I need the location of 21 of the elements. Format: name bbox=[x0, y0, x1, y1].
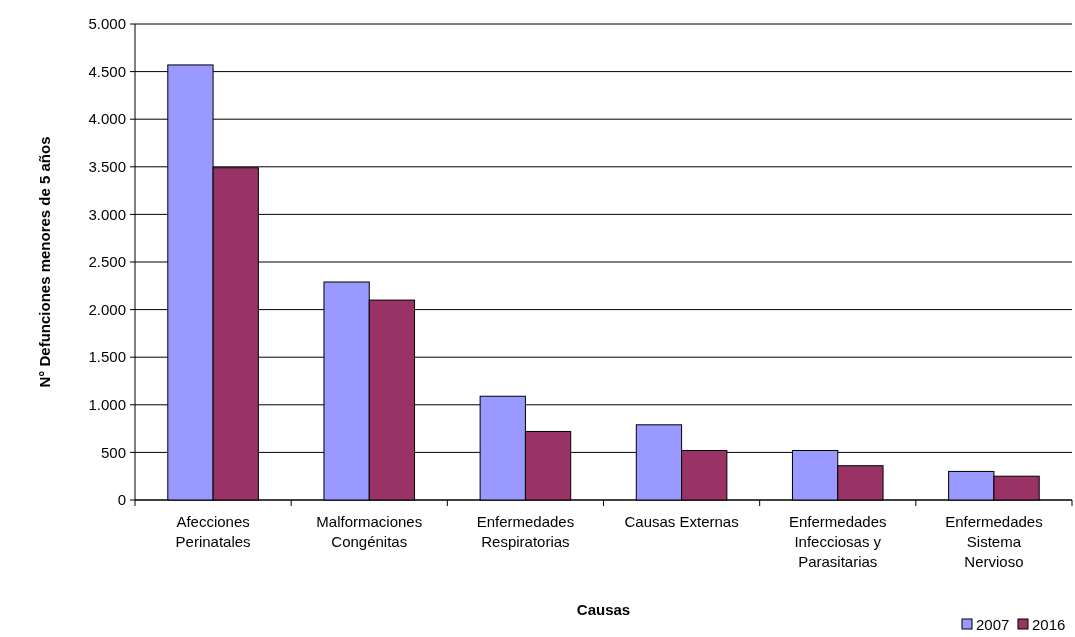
x-tick-label: Enfermedades Sistema Nervioso bbox=[945, 513, 1043, 570]
x-tick-label: Enfermedades Infecciosas y Parasitarias bbox=[788, 513, 887, 570]
y-tick-label: 4.500 bbox=[88, 62, 126, 80]
y-tick-label: 500 bbox=[100, 443, 126, 461]
x-tick-label: Enfermedades Respiratorias bbox=[476, 513, 575, 550]
x-tick-label: Afecciones Perinatales bbox=[175, 513, 251, 550]
legend-label: 2007 bbox=[976, 616, 1010, 633]
x-tick-label: Causas Externas bbox=[624, 513, 739, 530]
x-tick-label: Malformaciones Congénitas bbox=[316, 513, 423, 550]
y-tick-label: 2.000 bbox=[88, 300, 126, 318]
y-tick-label: 5.000 bbox=[88, 15, 126, 33]
legend-label: 2016 bbox=[1032, 616, 1066, 633]
y-tick-label: 0 bbox=[117, 491, 126, 509]
y-tick-label: 3.500 bbox=[88, 158, 126, 176]
y-tick-label: 1.000 bbox=[88, 396, 126, 414]
y-tick-label: 1.500 bbox=[88, 348, 126, 366]
y-tick-label: 2.500 bbox=[88, 253, 126, 271]
y-axis-title: N° Defunciones menores de 5 años bbox=[36, 136, 53, 388]
x-axis-title: Causas bbox=[576, 601, 631, 618]
y-tick-label: 4.000 bbox=[88, 110, 126, 128]
y-tick-label: 3.000 bbox=[88, 205, 126, 223]
